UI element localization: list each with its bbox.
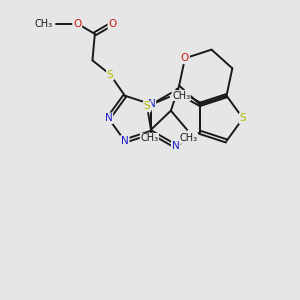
Text: CH₃: CH₃ [179, 133, 198, 143]
Text: N: N [148, 99, 155, 110]
Text: O: O [181, 53, 189, 63]
Text: S: S [240, 113, 246, 123]
Text: CH₃: CH₃ [35, 19, 53, 28]
Text: S: S [144, 101, 150, 111]
Text: S: S [107, 70, 113, 80]
Text: N: N [105, 113, 112, 123]
Text: N: N [172, 141, 180, 151]
Text: O: O [108, 19, 117, 28]
Text: O: O [73, 19, 81, 28]
Text: CH₃: CH₃ [172, 91, 190, 100]
Text: CH₃: CH₃ [140, 133, 158, 143]
Text: N: N [121, 136, 129, 146]
